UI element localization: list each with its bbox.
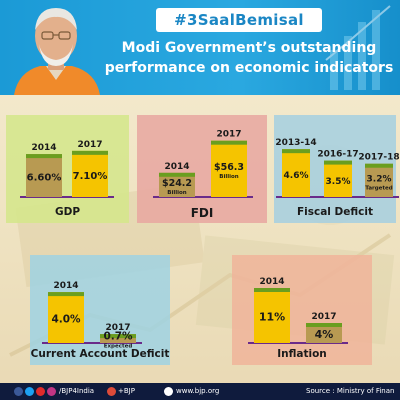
fiscal-category-label: 2017-18 — [358, 153, 399, 163]
fdi-category-label: 2017 — [216, 130, 241, 140]
cad-value-label: 0.7% — [103, 331, 133, 343]
fdi-value-sublabel: Billion — [167, 190, 187, 196]
social-handle[interactable]: /BJP4India — [59, 387, 95, 395]
twitter-icon[interactable] — [25, 387, 34, 396]
fdi-bar-cap — [211, 140, 247, 145]
hashtag-badge: #3SaalBemisal — [156, 8, 322, 32]
leader-portrait — [14, 8, 100, 95]
fdi-value-label: $24.2 — [162, 178, 192, 189]
fiscal-bar — [324, 160, 352, 197]
fiscal-value-label: 3.5% — [326, 177, 351, 187]
fdi-bar — [211, 140, 247, 197]
fiscal-value-label: 3.2% — [367, 174, 392, 184]
gdp-panel-title: GDP — [54, 206, 81, 218]
inflation-value-label: 4% — [315, 328, 334, 341]
chart-decoration-graphic — [325, 5, 391, 90]
fiscal-bar — [282, 149, 310, 197]
fiscal-value-label: 4.6% — [284, 171, 309, 181]
inflation-panel: 2014 11% 2017 4% Inflation — [232, 255, 372, 365]
gdp-panel: 2014 6.60% 2017 7.10% GDP — [6, 115, 129, 223]
youtube-icon[interactable] — [36, 387, 45, 396]
website-link[interactable]: www.bjp.org — [176, 387, 220, 395]
fdi-bar-cap — [159, 172, 195, 177]
cad-bar-cap — [48, 292, 84, 297]
inflation-category-label: 2017 — [311, 312, 336, 322]
inflation-bar — [254, 288, 290, 343]
google-plus-handle[interactable]: +BJP — [118, 387, 135, 395]
fiscal-deficit-panel: 2013-14 4.6% 2016-17 3.5% 2017-18 3.2% Targete… — [274, 115, 400, 223]
inflation-bar — [306, 323, 342, 343]
gdp-bar — [26, 154, 62, 197]
header-banner: #3SaalBemisal Modi Government’s outstand… — [0, 0, 400, 95]
instagram-icon[interactable] — [47, 387, 56, 396]
gdp-bar-cap — [26, 154, 62, 159]
source-text: Source : Ministry of Finan — [306, 387, 395, 395]
cad-category-label: 2017 — [105, 323, 130, 333]
fiscal-value-sublabel: Targeted — [365, 185, 392, 191]
cad-bar — [100, 334, 136, 343]
google-plus-icon[interactable] — [107, 387, 116, 396]
current-account-deficit-panel: 2014 4.0% 2017 0.7% Expected Current Account… — [30, 255, 170, 365]
title-line-2: performance on economic indicators — [104, 60, 394, 76]
gdp-value-label: 7.10% — [73, 171, 108, 182]
current-account-deficit-panel-title: Current Account Deficit — [30, 348, 170, 360]
inflation-panel-title: Inflation — [277, 348, 327, 360]
fdi-panel-title: FDI — [190, 206, 214, 220]
fiscal-deficit-chart: 2013-14 4.6% 2016-17 3.5% 2017-18 3.2%Targete… — [274, 115, 400, 223]
gdp-bar-cap — [72, 150, 108, 155]
gdp-chart: 2014 6.60% 2017 7.10% — [6, 115, 129, 223]
fiscal-category-label: 2016-17 — [317, 150, 358, 160]
cad-bar-cap — [100, 334, 136, 339]
title-line-1: Modi Government’s outstanding — [121, 40, 377, 56]
gdp-bar — [72, 150, 108, 197]
fiscal-category-label: 2013-14 — [275, 138, 316, 148]
cad-value-label: 4.0% — [51, 314, 81, 326]
fdi-category-label: 2014 — [164, 162, 189, 172]
fiscal-deficit-panel-title: Fiscal Deficit — [296, 206, 374, 218]
gdp-value-label: 6.60% — [27, 173, 62, 184]
fiscal-bar-cap — [282, 149, 310, 154]
fdi-value-sublabel: Billion — [219, 174, 239, 180]
cad-bar — [48, 292, 84, 343]
fdi-panel: 2014 $24.2 Billion 2017 $56.3 Billion FDI — [137, 115, 267, 223]
inflation-bar-cap — [306, 323, 342, 327]
fiscal-bar — [365, 163, 393, 197]
page-title: Modi Government’s outstanding performanc… — [104, 38, 394, 78]
fiscal-bar-cap — [324, 160, 352, 165]
inflation-bar-cap — [254, 288, 290, 292]
gdp-category-label: 2014 — [31, 143, 56, 153]
inflation-category-label: 2014 — [259, 277, 284, 287]
facebook-icon[interactable] — [14, 387, 23, 396]
footer-bar: /BJP4India +BJP www.bjp.org Source : Min… — [0, 383, 400, 400]
fdi-value-label: $56.3 — [214, 162, 244, 173]
fdi-bar — [159, 172, 195, 197]
inflation-value-label: 11% — [259, 311, 285, 324]
inflation-chart: 2014 11% 2017 4% — [232, 255, 372, 365]
gdp-category-label: 2017 — [77, 140, 102, 150]
cad-value-sublabel: Expected — [104, 344, 133, 350]
globe-icon — [164, 387, 173, 396]
cad-category-label: 2014 — [53, 281, 78, 291]
fiscal-bar-cap — [365, 163, 393, 168]
